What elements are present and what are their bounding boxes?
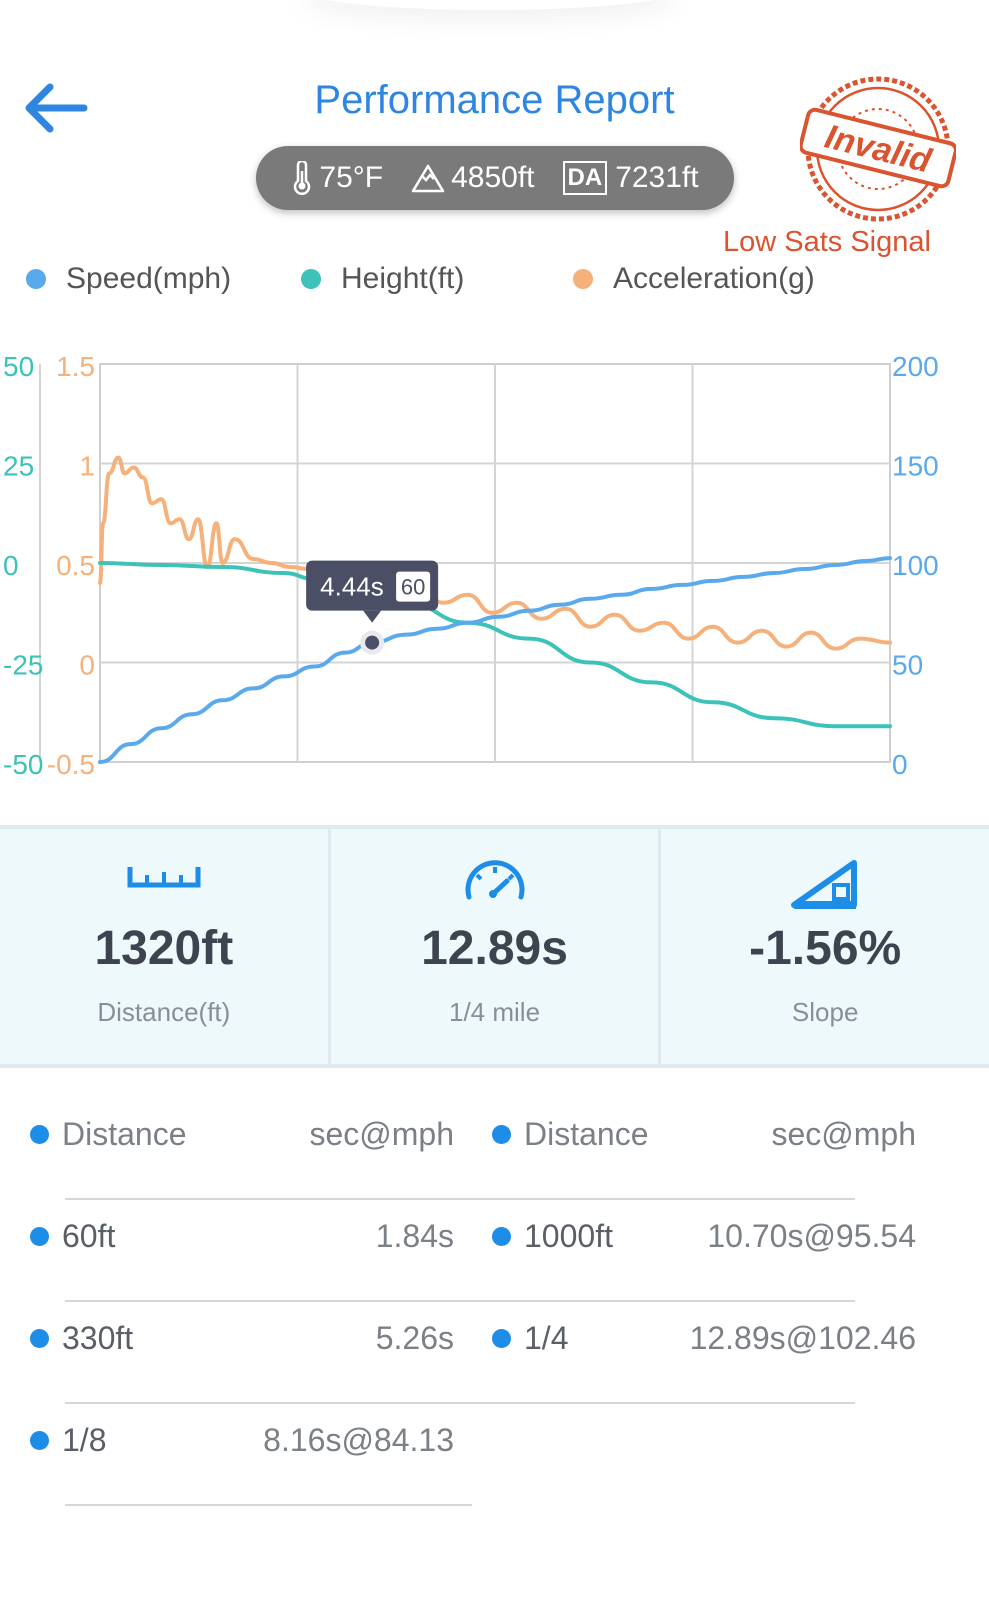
tooltip-value-badge xyxy=(396,571,431,602)
tooltip-arrow xyxy=(363,610,382,623)
row-divider xyxy=(65,1402,855,1404)
row-left-value: 1.84s xyxy=(375,1217,454,1254)
header-right-value: sec@mph xyxy=(771,1115,916,1152)
series-line-height xyxy=(98,561,892,729)
elevation-value: 4850ft xyxy=(451,161,535,194)
tooltip-value: 60 xyxy=(401,575,425,600)
back-arrow-icon xyxy=(25,83,88,133)
speed-tick-label: 150 xyxy=(892,451,939,482)
bullet-icon xyxy=(30,1430,49,1450)
mountain-icon xyxy=(411,164,445,193)
back-button[interactable] xyxy=(20,78,90,138)
header-left-value: sec@mph xyxy=(309,1115,454,1152)
row-divider xyxy=(65,1198,855,1200)
elevation-item: 4850ft xyxy=(411,161,535,195)
density-altitude-item: DA 7231ft xyxy=(562,161,699,195)
height-tick-label: -50 xyxy=(3,749,43,780)
stat-value: -1.56% xyxy=(749,922,902,975)
stat-value: 1320ft xyxy=(94,922,234,975)
speed-tick-label: 100 xyxy=(892,550,939,581)
performance-chart[interactable]: 50 25 0 -25 -50 1.5 1 0.5 0 -0.5 200 150 100 50 0 4.44s… xyxy=(0,330,989,790)
table-row: 1/8 8.16s@84.13 xyxy=(0,1416,989,1518)
acceleration-tick-label: 1.5 xyxy=(56,351,95,382)
height-tick-label: -25 xyxy=(3,650,43,681)
acceleration-tick-label: 0 xyxy=(79,650,95,681)
bullet-icon xyxy=(30,1226,49,1246)
stat-value: 12.89s xyxy=(421,922,568,975)
legend-label: Height(ft) xyxy=(341,262,465,295)
da-badge: DA xyxy=(562,161,608,195)
thermometer-icon xyxy=(294,161,311,195)
tooltip-time: 4.44s xyxy=(320,572,384,602)
acceleration-tick-label: 1 xyxy=(79,451,95,482)
row-right-value: 12.89s@102.46 xyxy=(689,1319,916,1356)
bullet-icon xyxy=(30,1328,49,1348)
slope-icon xyxy=(791,860,858,909)
stat-distance: 1320ft Distance(ft) xyxy=(0,829,328,1064)
stat-quarter-mile: 12.89s 1/4 mile xyxy=(327,829,659,1064)
tooltip-point xyxy=(365,635,380,650)
page-title: Performance Report xyxy=(314,78,675,122)
acceleration-tick-label: 0.5 xyxy=(56,550,95,581)
stat-label: Distance(ft) xyxy=(97,997,231,1027)
header-left-name: Distance xyxy=(62,1115,187,1152)
temperature-item: 75°F xyxy=(291,161,383,195)
row-divider xyxy=(65,1300,855,1302)
row-left-name: 60ft xyxy=(62,1217,116,1254)
row-left-value: 8.16s@84.13 xyxy=(263,1421,454,1458)
series-line-speed xyxy=(98,556,892,764)
bullet-icon xyxy=(30,1124,49,1144)
table-row: 60ft 1.84s 1000ft 10.70s@95.54 xyxy=(0,1212,989,1314)
bullet-icon xyxy=(492,1226,511,1246)
invalid-stamp: Invalid xyxy=(800,76,956,222)
chart-legend: Speed(mph) Height(ft) Acceleration(g) xyxy=(0,262,989,302)
top-shadow xyxy=(300,0,680,10)
speedometer-icon xyxy=(465,860,524,900)
density-altitude-value: 7231ft xyxy=(615,161,699,194)
legend-item-height[interactable]: Height(ft) xyxy=(301,262,464,296)
bullet-icon xyxy=(492,1328,511,1348)
conditions-pill: 75°F 4850ft DA 7231ft xyxy=(256,146,734,210)
ruler-icon xyxy=(127,867,201,888)
table-row: 330ft 5.26s 1/4 12.89s@102.46 xyxy=(0,1314,989,1416)
stats-panel: 1320ft Distance(ft) 12.89s 1/4 mile -1.5… xyxy=(0,825,989,1068)
stat-label: Slope xyxy=(791,997,859,1027)
low-sats-warning: Low Sats Signal xyxy=(723,226,931,258)
legend-label: Speed(mph) xyxy=(66,262,232,295)
legend-dot-icon xyxy=(573,269,593,289)
legend-dot-icon xyxy=(301,269,321,289)
row-left-value: 5.26s xyxy=(375,1319,454,1356)
stat-slope: -1.56% Slope xyxy=(658,829,989,1064)
speed-tick-label: 0 xyxy=(892,749,908,780)
temperature-value: 75°F xyxy=(319,161,384,194)
height-tick-label: 50 xyxy=(3,351,34,382)
legend-item-acceleration[interactable]: Acceleration(g) xyxy=(573,262,815,296)
height-tick-label: 25 xyxy=(3,451,34,482)
table-header: Distance sec@mph Distance sec@mph xyxy=(0,1110,989,1212)
row-left-name: 330ft xyxy=(62,1319,134,1356)
legend-label: Acceleration(g) xyxy=(613,262,815,295)
speed-tick-label: 200 xyxy=(892,351,939,382)
stat-label: 1/4 mile xyxy=(448,997,541,1027)
acceleration-tick-label: -0.5 xyxy=(47,749,95,780)
row-right-value: 10.70s@95.54 xyxy=(707,1217,916,1254)
row-right-name: 1/4 xyxy=(524,1319,569,1356)
bullet-icon xyxy=(492,1124,511,1144)
height-tick-label: 0 xyxy=(3,550,19,581)
speed-tick-label: 50 xyxy=(892,650,923,681)
header-right-name: Distance xyxy=(524,1115,649,1152)
legend-item-speed[interactable]: Speed(mph) xyxy=(26,262,231,296)
row-left-name: 1/8 xyxy=(62,1421,107,1458)
row-divider xyxy=(65,1504,472,1506)
row-right-name: 1000ft xyxy=(524,1217,613,1254)
legend-dot-icon xyxy=(26,269,46,289)
